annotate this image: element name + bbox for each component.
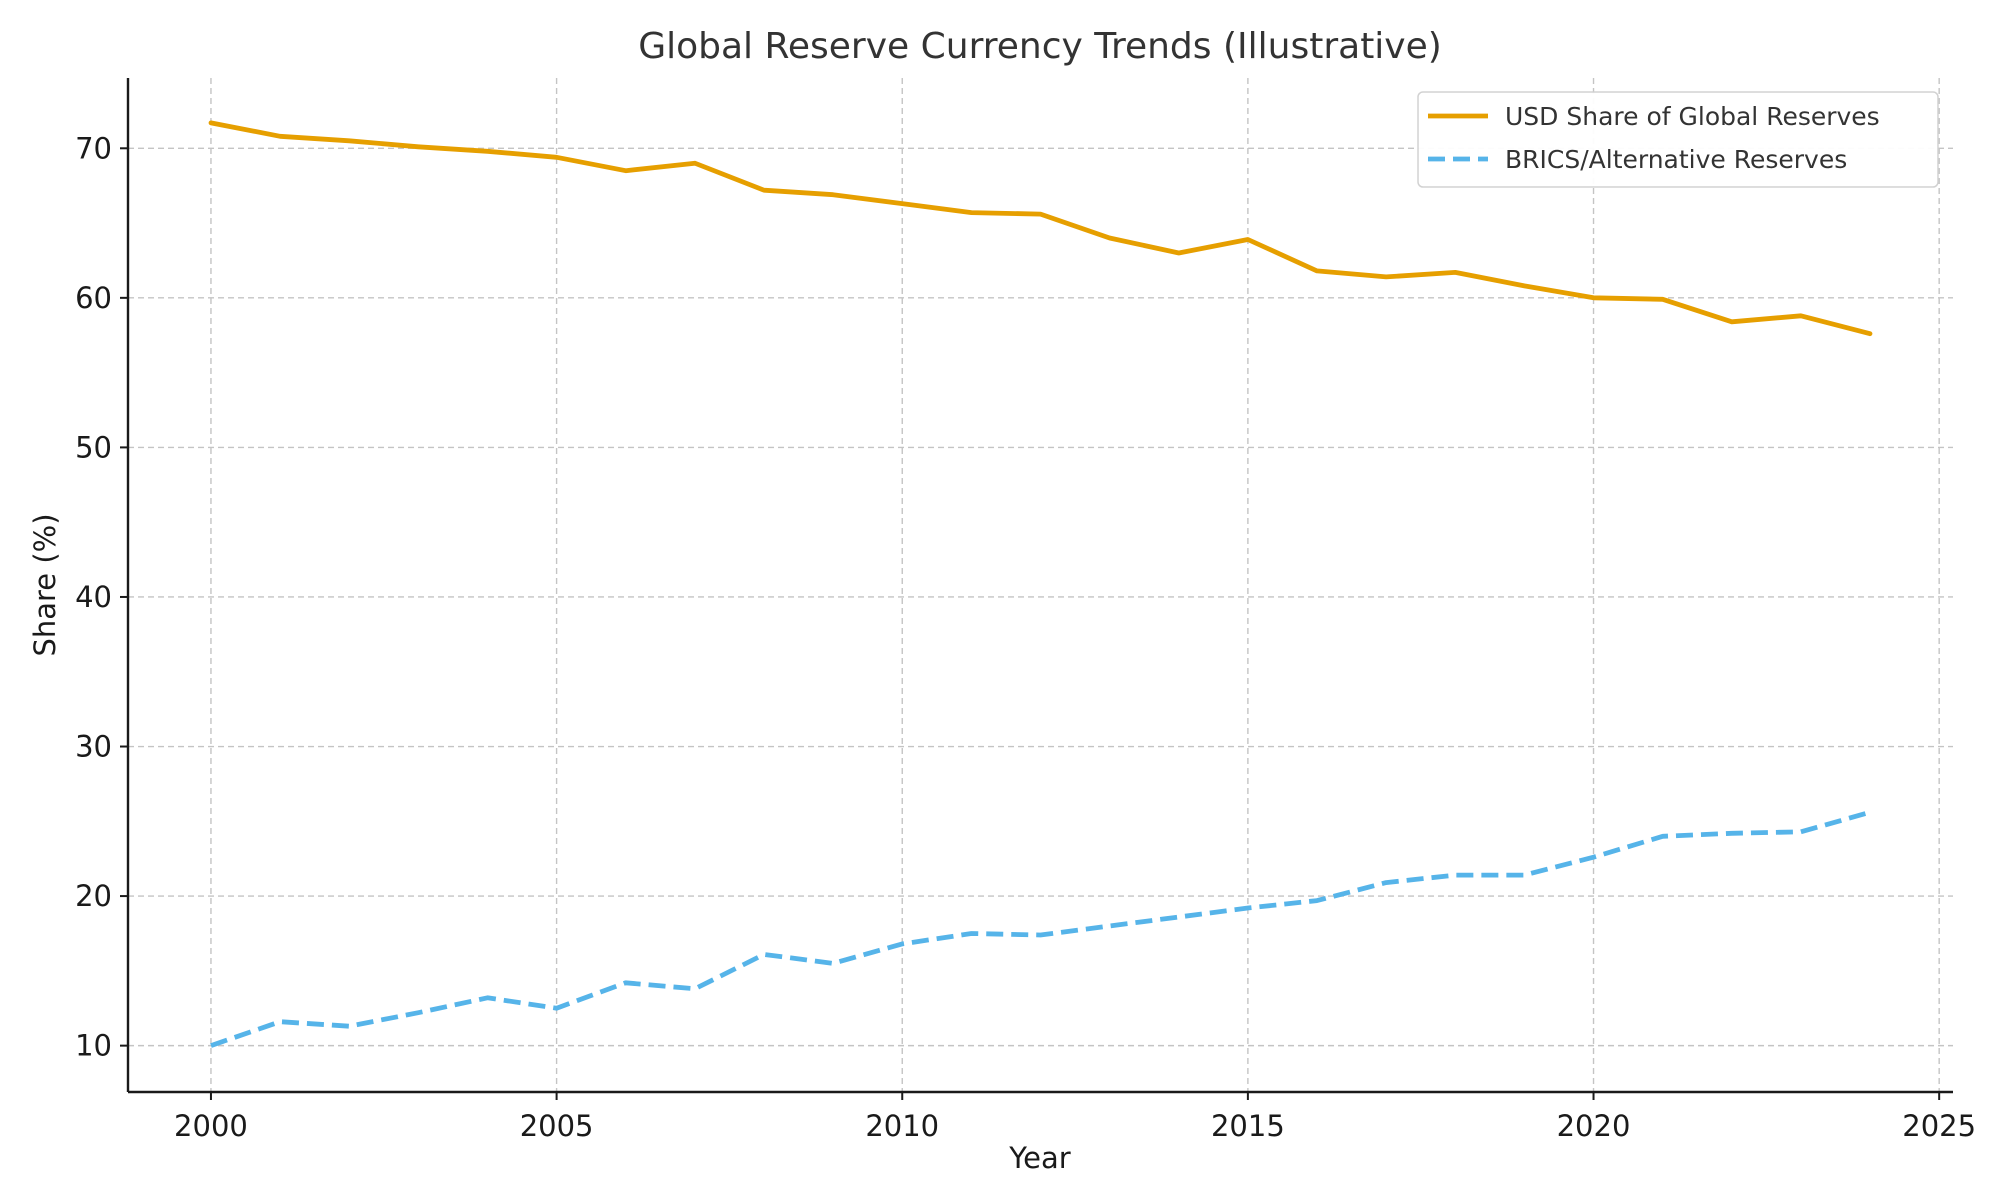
x-tick-label: 2025 — [1902, 1109, 1976, 1143]
y-tick-label: 40 — [75, 580, 112, 614]
y-tick-label: 20 — [75, 879, 112, 913]
x-tick-label: 2015 — [1211, 1109, 1285, 1143]
y-tick-label: 50 — [75, 430, 112, 464]
legend-label-brics-alternative: BRICS/Alternative Reserves — [1505, 145, 1847, 174]
x-tick-label: 2010 — [865, 1109, 939, 1143]
y-axis-label: Share (%) — [28, 513, 62, 656]
y-tick-label: 70 — [75, 131, 112, 165]
legend-box — [1417, 91, 1939, 188]
x-tick-label: 2005 — [520, 1109, 594, 1143]
chart-title: Global Reserve Currency Trends (Illustra… — [638, 26, 1442, 67]
y-tick-label: 10 — [75, 1029, 112, 1063]
y-tick-label: 60 — [75, 281, 112, 315]
axes — [126, 78, 1953, 1094]
legend-label-usd-share: USD Share of Global Reserves — [1505, 102, 1880, 131]
y-tick-label: 30 — [75, 730, 112, 764]
legend: USD Share of Global Reserves BRICS/Altern… — [1417, 91, 1939, 188]
ticks: 2000 2005 2010 2015 2020 2025 10 20 30 40 50 60 70 — [75, 131, 1976, 1143]
series-line-brics-alternative — [210, 809, 1871, 1048]
x-tick-label: 2000 — [174, 1109, 248, 1143]
series-layer — [208, 120, 1873, 1048]
x-axis-label: Year — [1008, 1141, 1070, 1175]
x-tick-label: 2020 — [1557, 1109, 1631, 1143]
series-line-usd-share — [208, 120, 1873, 337]
